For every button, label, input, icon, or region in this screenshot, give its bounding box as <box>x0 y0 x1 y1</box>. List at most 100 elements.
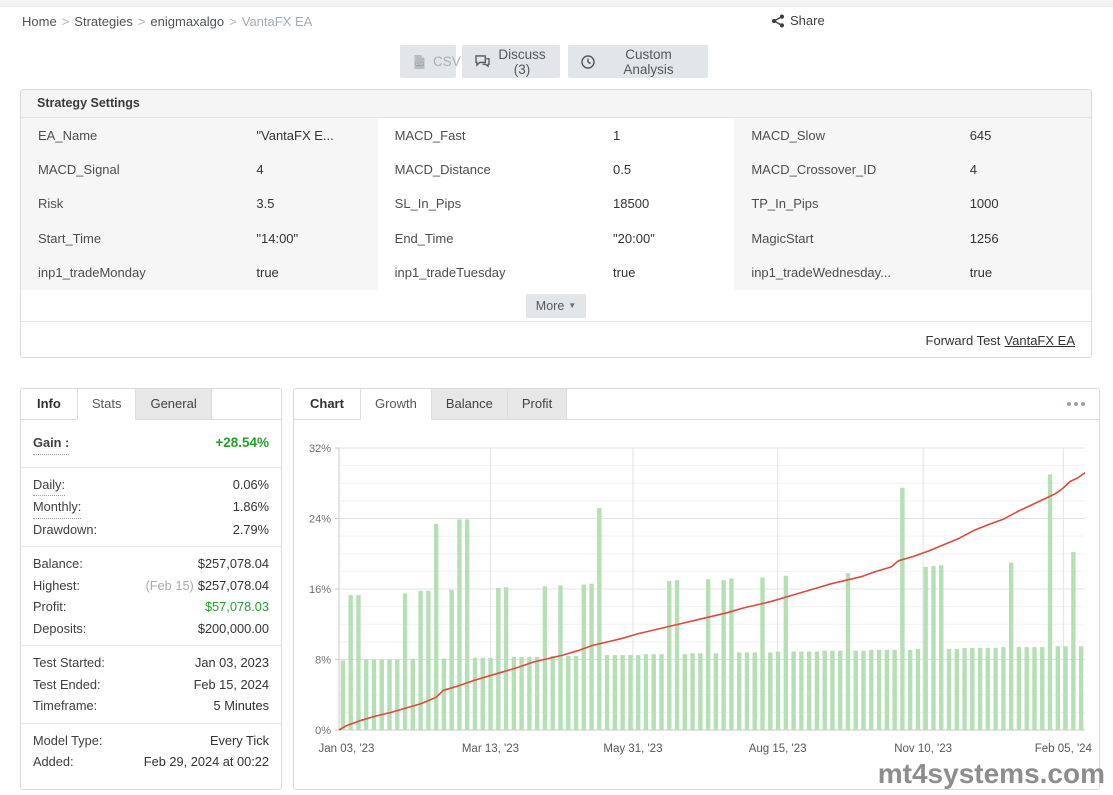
stat-row-gain: Gain : +28.54% <box>33 428 269 461</box>
setting-row: inp1_tradeMondaytrue <box>21 256 378 290</box>
setting-key: SL_In_Pips <box>378 196 613 211</box>
setting-row: SL_In_Pips18500 <box>378 187 735 221</box>
setting-row: MACD_Signal4 <box>21 152 378 186</box>
forward-test-row: Forward Test VantaFX EA <box>21 322 1091 358</box>
csv-button-label: CSV <box>433 54 461 69</box>
stat-row-timeframe: Timeframe: 5 Minutes <box>33 695 269 717</box>
tab-general[interactable]: General <box>136 389 211 419</box>
custom-analysis-button-label: Custom Analysis <box>602 47 695 77</box>
custom-analysis-button[interactable]: Custom Analysis <box>568 45 708 78</box>
chart-panel: Chart Growth Balance Profit 0%8%16%24%32… <box>293 388 1100 790</box>
info-panel: Info Stats General Gain : +28.54% Daily:… <box>20 388 282 790</box>
stat-label: Drawdown: <box>33 519 97 541</box>
setting-value: 1 <box>613 128 734 143</box>
stat-label: Deposits: <box>33 618 86 640</box>
breadcrumb-strategies[interactable]: Strategies <box>74 14 133 29</box>
stat-label: Profit: <box>33 596 66 618</box>
setting-row: inp1_tradeWednesday...true <box>734 256 1091 290</box>
stat-label: Highest: <box>33 575 80 597</box>
chart-menu-icon[interactable] <box>1067 402 1085 406</box>
setting-row: MACD_Fast1 <box>378 118 735 152</box>
setting-key: inp1_tradeTuesday <box>378 265 613 280</box>
svg-text:Mar 13, '23: Mar 13, '23 <box>462 743 519 755</box>
stat-value: $200,000.00 <box>198 618 269 640</box>
svg-text:May 31, '23: May 31, '23 <box>603 743 662 755</box>
share-label: Share <box>790 13 825 28</box>
breadcrumb-separator: > <box>229 14 237 29</box>
breadcrumb-separator: > <box>62 14 70 29</box>
setting-value: "14:00" <box>256 231 377 246</box>
breadcrumb-separator: > <box>138 14 146 29</box>
setting-key: inp1_tradeMonday <box>21 265 256 280</box>
breadcrumb: Home > Strategies > enigmaxalgo > VantaFX EA <box>22 14 312 29</box>
stat-label: Model Type: <box>33 730 102 752</box>
stat-value: Feb 15, 2024 <box>194 674 269 696</box>
stat-value: Every Tick <box>210 730 269 752</box>
tab-profit[interactable]: Profit <box>508 389 567 419</box>
share-button[interactable]: Share <box>771 13 825 28</box>
setting-value: "VantaFX E... <box>256 128 377 143</box>
gain-value: +28.54% <box>215 432 269 454</box>
setting-row: inp1_tradeTuesdaytrue <box>378 256 735 290</box>
setting-value: true <box>613 265 734 280</box>
setting-value: 1000 <box>970 196 1091 211</box>
stat-label: Added: <box>33 751 74 773</box>
stat-label: Test Started: <box>33 652 105 674</box>
setting-row: EA_Name"VantaFX E... <box>21 118 378 152</box>
stat-row-daily: Daily: 0.06% <box>33 474 269 497</box>
setting-key: MagicStart <box>734 231 969 246</box>
stat-value: 1.86% <box>233 496 269 518</box>
setting-key: Start_Time <box>21 231 256 246</box>
tab-balance[interactable]: Balance <box>432 389 508 419</box>
highest-value: $257,078.04 <box>198 578 269 593</box>
breadcrumb-home[interactable]: Home <box>22 14 57 29</box>
discuss-button[interactable]: Discuss (3) <box>462 45 560 78</box>
svg-text:Aug 15, '23: Aug 15, '23 <box>749 743 807 755</box>
stat-value: Feb 29, 2024 at 00:22 <box>144 751 269 773</box>
stat-row-highest: Highest: (Feb 15) $257,078.04 <box>33 575 269 597</box>
forward-test-label: Forward Test <box>926 333 1001 348</box>
stat-row-balance: Balance: $257,078.04 <box>33 553 269 575</box>
divider <box>21 645 281 646</box>
stat-row-model-type: Model Type: Every Tick <box>33 730 269 752</box>
divider <box>21 546 281 547</box>
info-tabbar: Info Stats General <box>21 389 281 420</box>
setting-key: End_Time <box>378 231 613 246</box>
stat-label: Monthly: <box>33 496 81 519</box>
stat-row-profit: Profit: $57,078.03 <box>33 596 269 618</box>
setting-value: 1256 <box>970 231 1091 246</box>
breadcrumb-author[interactable]: enigmaxalgo <box>150 14 224 29</box>
chevron-down-icon: ▼ <box>568 301 576 310</box>
svg-text:8%: 8% <box>315 655 331 667</box>
divider <box>21 723 281 724</box>
setting-row: Start_Time"14:00" <box>21 221 378 255</box>
growth-chart: 0%8%16%24%32%Jan 03, '23Mar 13, '23May 3… <box>294 420 1099 783</box>
tab-stats[interactable]: Stats <box>77 389 137 420</box>
growth-chart-plot: 0%8%16%24%32%Jan 03, '23Mar 13, '23May 3… <box>294 420 1097 780</box>
svg-text:Jan 03, '23: Jan 03, '23 <box>319 743 375 755</box>
stat-label: Daily: <box>33 474 65 497</box>
svg-text:Feb 05, '24: Feb 05, '24 <box>1035 743 1093 755</box>
tab-growth[interactable]: Growth <box>360 389 432 420</box>
chart-tabbar: Chart Growth Balance Profit <box>294 389 1099 420</box>
breadcrumb-current: VantaFX EA <box>242 14 313 29</box>
setting-key: Risk <box>21 196 256 211</box>
stat-label: Timeframe: <box>33 695 97 717</box>
forward-test-link[interactable]: VantaFX EA <box>1004 333 1075 348</box>
setting-value: true <box>970 265 1091 280</box>
stat-row-test-started: Test Started: Jan 03, 2023 <box>33 652 269 674</box>
divider <box>21 467 281 468</box>
setting-key: MACD_Signal <box>21 162 256 177</box>
svg-text:32%: 32% <box>309 443 331 455</box>
more-button[interactable]: More ▼ <box>526 294 586 318</box>
stat-label: Gain : <box>33 432 69 455</box>
stat-value: Jan 03, 2023 <box>195 652 269 674</box>
setting-value: 0.5 <box>613 162 734 177</box>
share-icon <box>771 14 785 28</box>
highest-date: (Feb 15) <box>145 578 193 593</box>
csv-button[interactable]: CSV CSV <box>400 45 456 78</box>
setting-row: Risk3.5 <box>21 187 378 221</box>
toolbar: CSV CSV Discuss (3) Custom Analysis <box>0 45 1113 78</box>
stat-row-drawdown: Drawdown: 2.79% <box>33 519 269 541</box>
stat-value: 5 Minutes <box>214 695 269 717</box>
